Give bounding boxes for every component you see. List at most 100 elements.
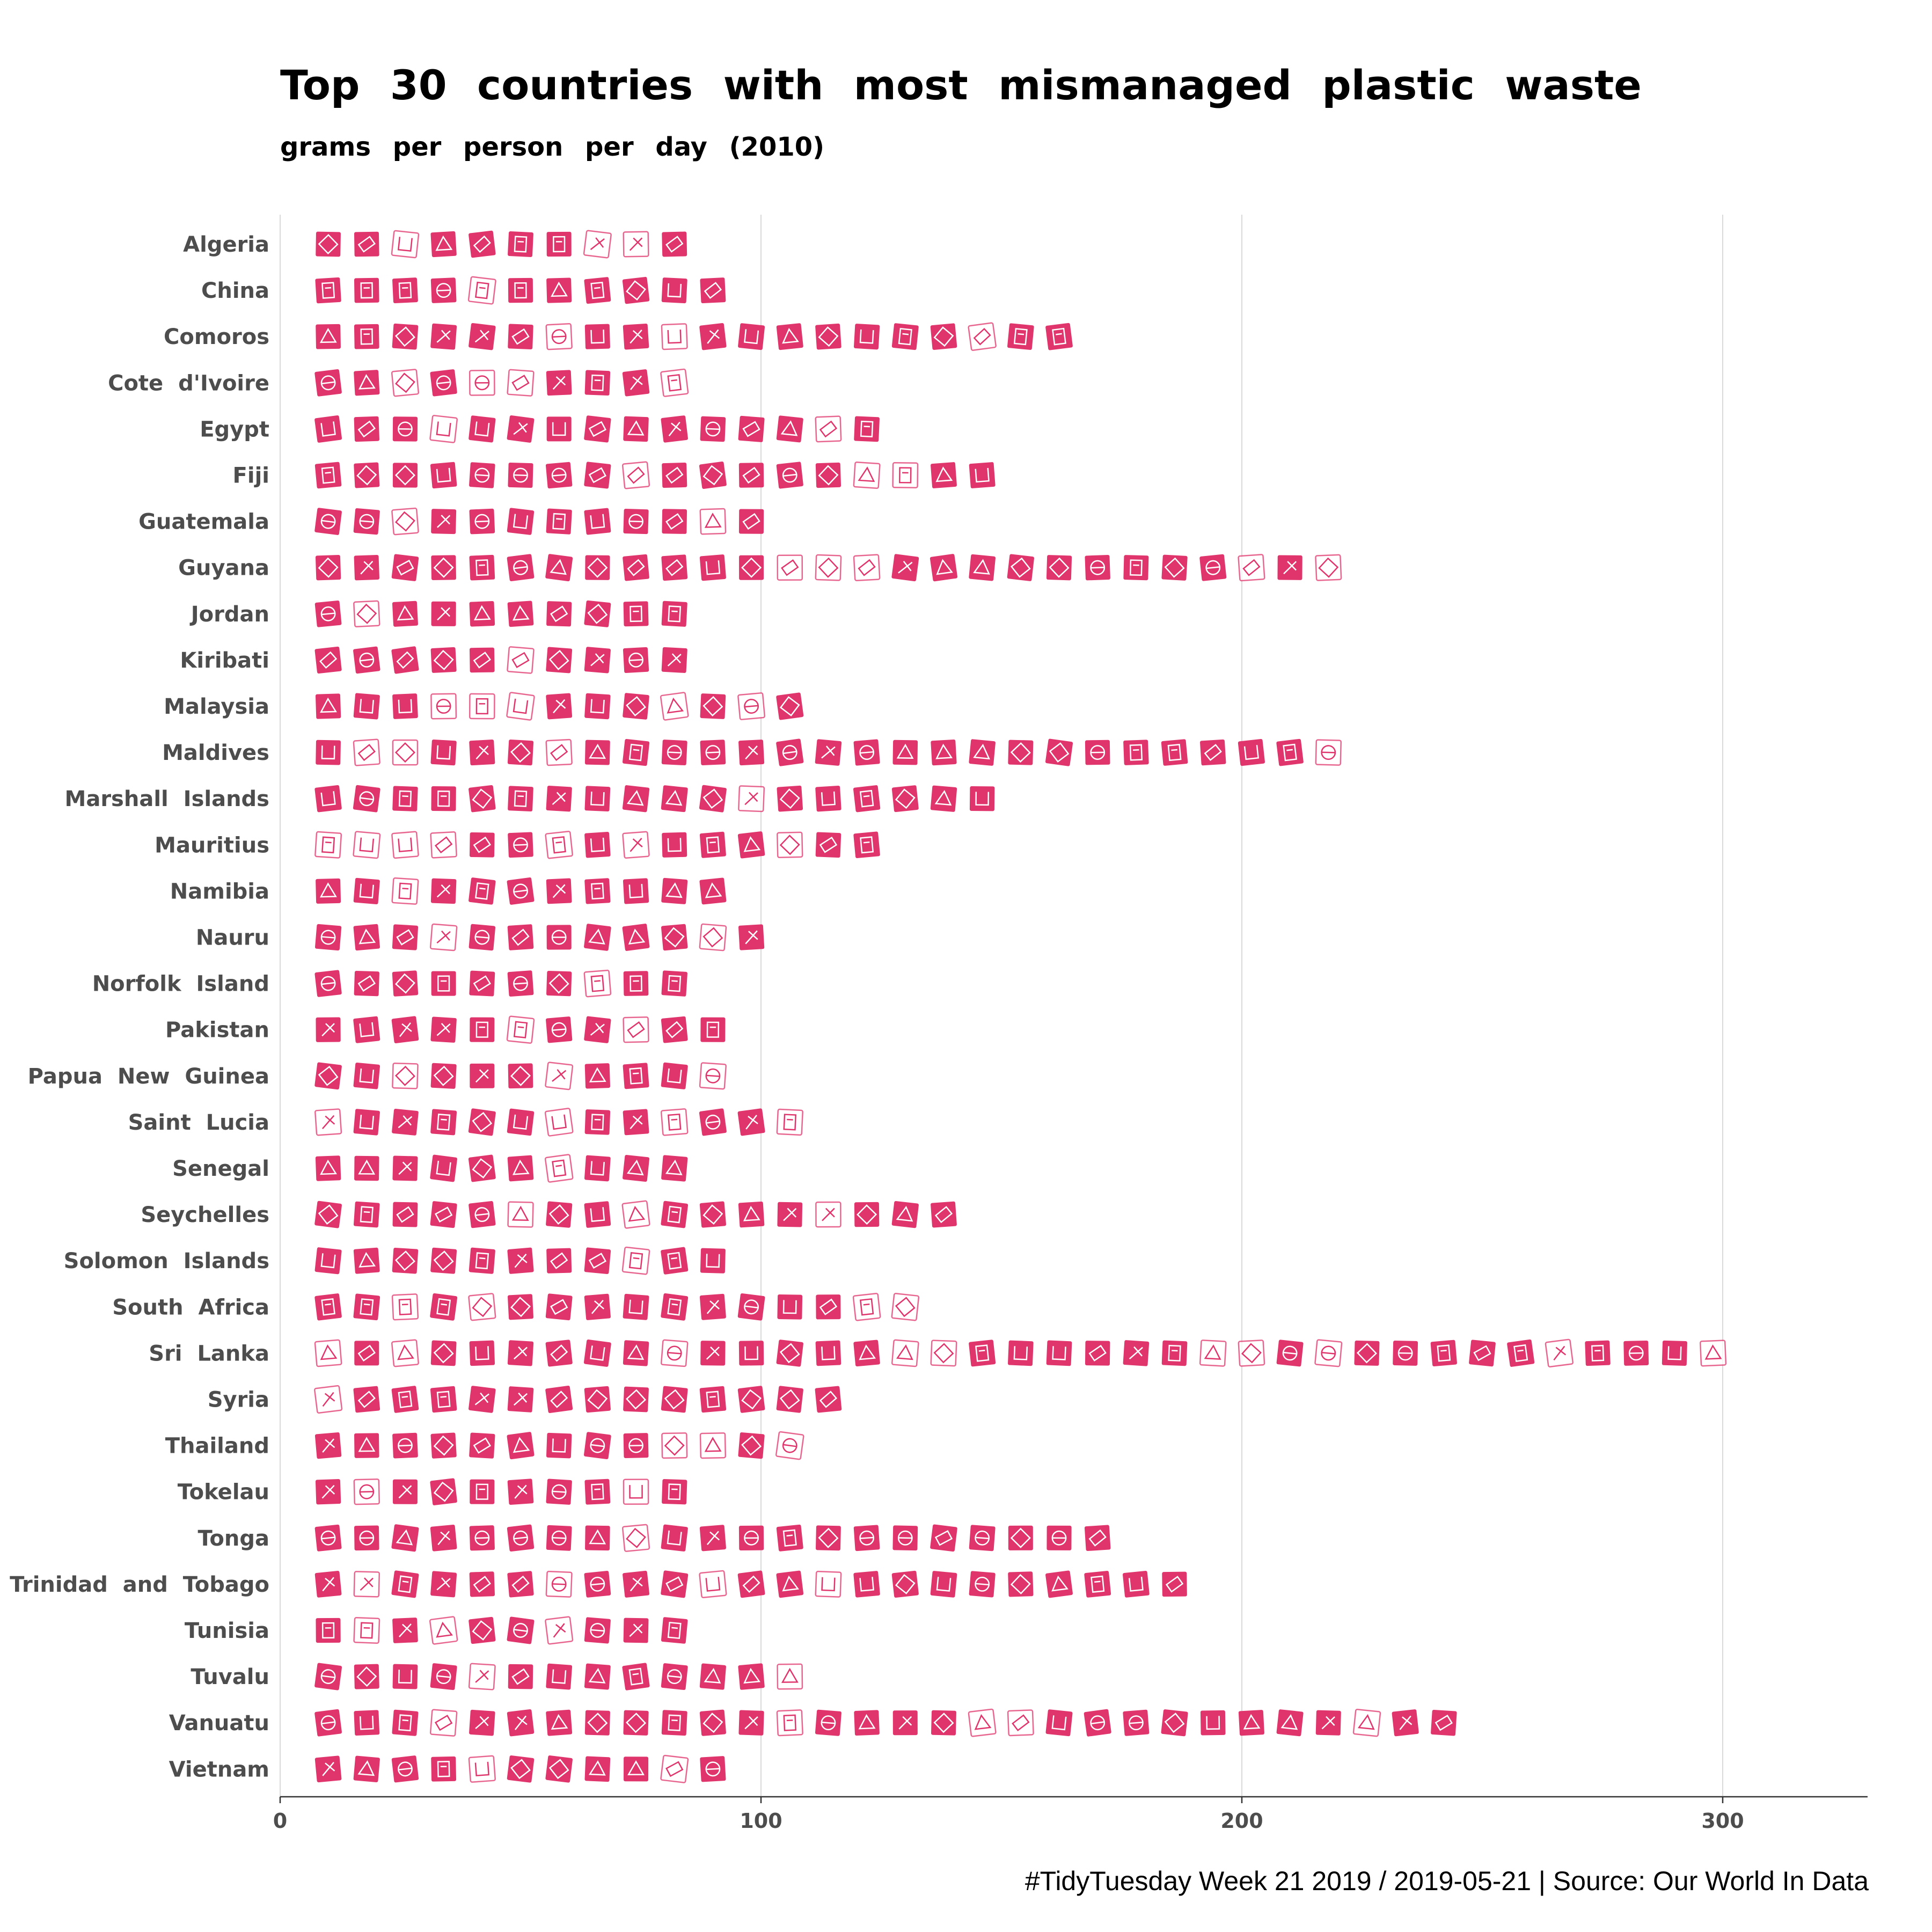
waste-icon — [314, 924, 342, 951]
waste-icon — [1123, 740, 1149, 765]
waste-icon — [546, 370, 572, 396]
waste-icon — [930, 785, 957, 812]
waste-icon — [1545, 1338, 1574, 1368]
waste-icon — [776, 1340, 803, 1367]
waste-icon — [430, 739, 457, 766]
waste-icon — [353, 1755, 380, 1782]
icon-row-comoros — [316, 322, 1073, 351]
waste-icon — [431, 786, 456, 811]
waste-icon — [1045, 323, 1073, 350]
waste-icon — [392, 277, 418, 304]
waste-icon — [737, 692, 766, 720]
waste-icon — [469, 369, 495, 396]
waste-icon — [467, 276, 496, 305]
country-label-saint-lucia: Saint Lucia — [128, 1110, 269, 1135]
waste-icon — [546, 786, 572, 812]
icon-row-south-africa — [314, 1293, 920, 1321]
waste-icon — [1008, 1571, 1034, 1597]
waste-icon — [507, 1479, 534, 1505]
waste-icon — [662, 1479, 687, 1505]
waste-icon — [391, 646, 419, 674]
waste-icon — [891, 1293, 920, 1321]
waste-icon — [314, 1524, 342, 1552]
waste-icon — [1700, 1340, 1727, 1367]
country-label-vietnam: Vietnam — [169, 1757, 269, 1782]
waste-icon — [392, 1062, 419, 1089]
waste-icon — [815, 1570, 842, 1598]
waste-icon — [661, 877, 688, 904]
waste-icon — [930, 1340, 957, 1367]
waste-icon — [623, 1710, 649, 1736]
waste-icon — [507, 1432, 535, 1460]
country-label-papua-new-guinea: Papua New Guinea — [28, 1064, 269, 1089]
waste-icon — [891, 323, 919, 350]
waste-icon — [1352, 1709, 1381, 1737]
waste-icon — [1008, 1340, 1034, 1366]
waste-icon — [507, 646, 535, 674]
waste-icon — [853, 462, 881, 489]
waste-icon — [392, 1618, 418, 1643]
waste-icon — [391, 1016, 419, 1043]
waste-icon — [776, 1386, 803, 1413]
waste-icon — [661, 1710, 687, 1736]
waste-icon — [546, 1432, 572, 1459]
waste-icon — [430, 1525, 457, 1552]
chart-caption: #TidyTuesday Week 21 2019 / 2019-05-21 |… — [1025, 1866, 1869, 1896]
waste-icon — [968, 1708, 997, 1737]
country-label-mauritius: Mauritius — [155, 833, 269, 858]
waste-icon — [353, 508, 380, 535]
waste-icon — [584, 1479, 611, 1505]
waste-icon — [738, 415, 765, 442]
waste-icon — [584, 508, 611, 535]
waste-icon — [353, 600, 380, 628]
waste-icon — [738, 463, 764, 488]
waste-icon — [623, 878, 649, 904]
waste-icon — [545, 1340, 573, 1367]
waste-icon — [392, 1247, 419, 1274]
waste-icon — [738, 1663, 765, 1690]
waste-icon — [777, 785, 803, 812]
waste-icon — [469, 1525, 495, 1551]
waste-icon — [430, 369, 457, 397]
waste-icon — [737, 1108, 765, 1136]
waste-icon — [584, 740, 610, 765]
waste-icon — [507, 1294, 534, 1320]
waste-icon — [662, 509, 687, 534]
waste-icon — [660, 1754, 689, 1783]
country-label-tonga: Tonga — [197, 1526, 269, 1551]
icon-row-marshall-islands — [314, 785, 995, 813]
waste-icon — [392, 1709, 419, 1736]
waste-icon — [314, 1663, 342, 1690]
waste-icon — [353, 785, 380, 813]
waste-icon — [508, 462, 533, 488]
waste-icon — [314, 970, 342, 997]
waste-icon — [1354, 1340, 1380, 1366]
waste-icon — [699, 1570, 727, 1599]
waste-icon — [1315, 1710, 1341, 1736]
waste-icon — [815, 1709, 841, 1736]
waste-icon — [546, 1709, 573, 1736]
waste-icon — [661, 1062, 688, 1089]
waste-icon — [392, 416, 418, 442]
waste-icon — [815, 1340, 841, 1366]
waste-icon — [738, 1432, 765, 1459]
waste-icon — [853, 785, 881, 813]
waste-icon — [314, 785, 342, 813]
country-label-tunisia: Tunisia — [185, 1619, 269, 1643]
waste-icon — [738, 1341, 764, 1366]
waste-icon — [391, 369, 420, 397]
waste-icon — [392, 1109, 419, 1136]
waste-icon — [1123, 1709, 1150, 1736]
waste-icon — [314, 1432, 342, 1459]
waste-icon — [507, 924, 534, 950]
waste-icon — [508, 324, 533, 349]
waste-icon — [662, 231, 687, 257]
waste-icon — [661, 1247, 689, 1275]
waste-icon — [584, 1063, 611, 1089]
waste-icon — [584, 370, 611, 396]
waste-icon — [776, 462, 803, 489]
waste-icon — [622, 831, 650, 859]
waste-icon — [392, 786, 418, 811]
waste-icon — [623, 1063, 649, 1089]
waste-icon — [776, 323, 803, 350]
